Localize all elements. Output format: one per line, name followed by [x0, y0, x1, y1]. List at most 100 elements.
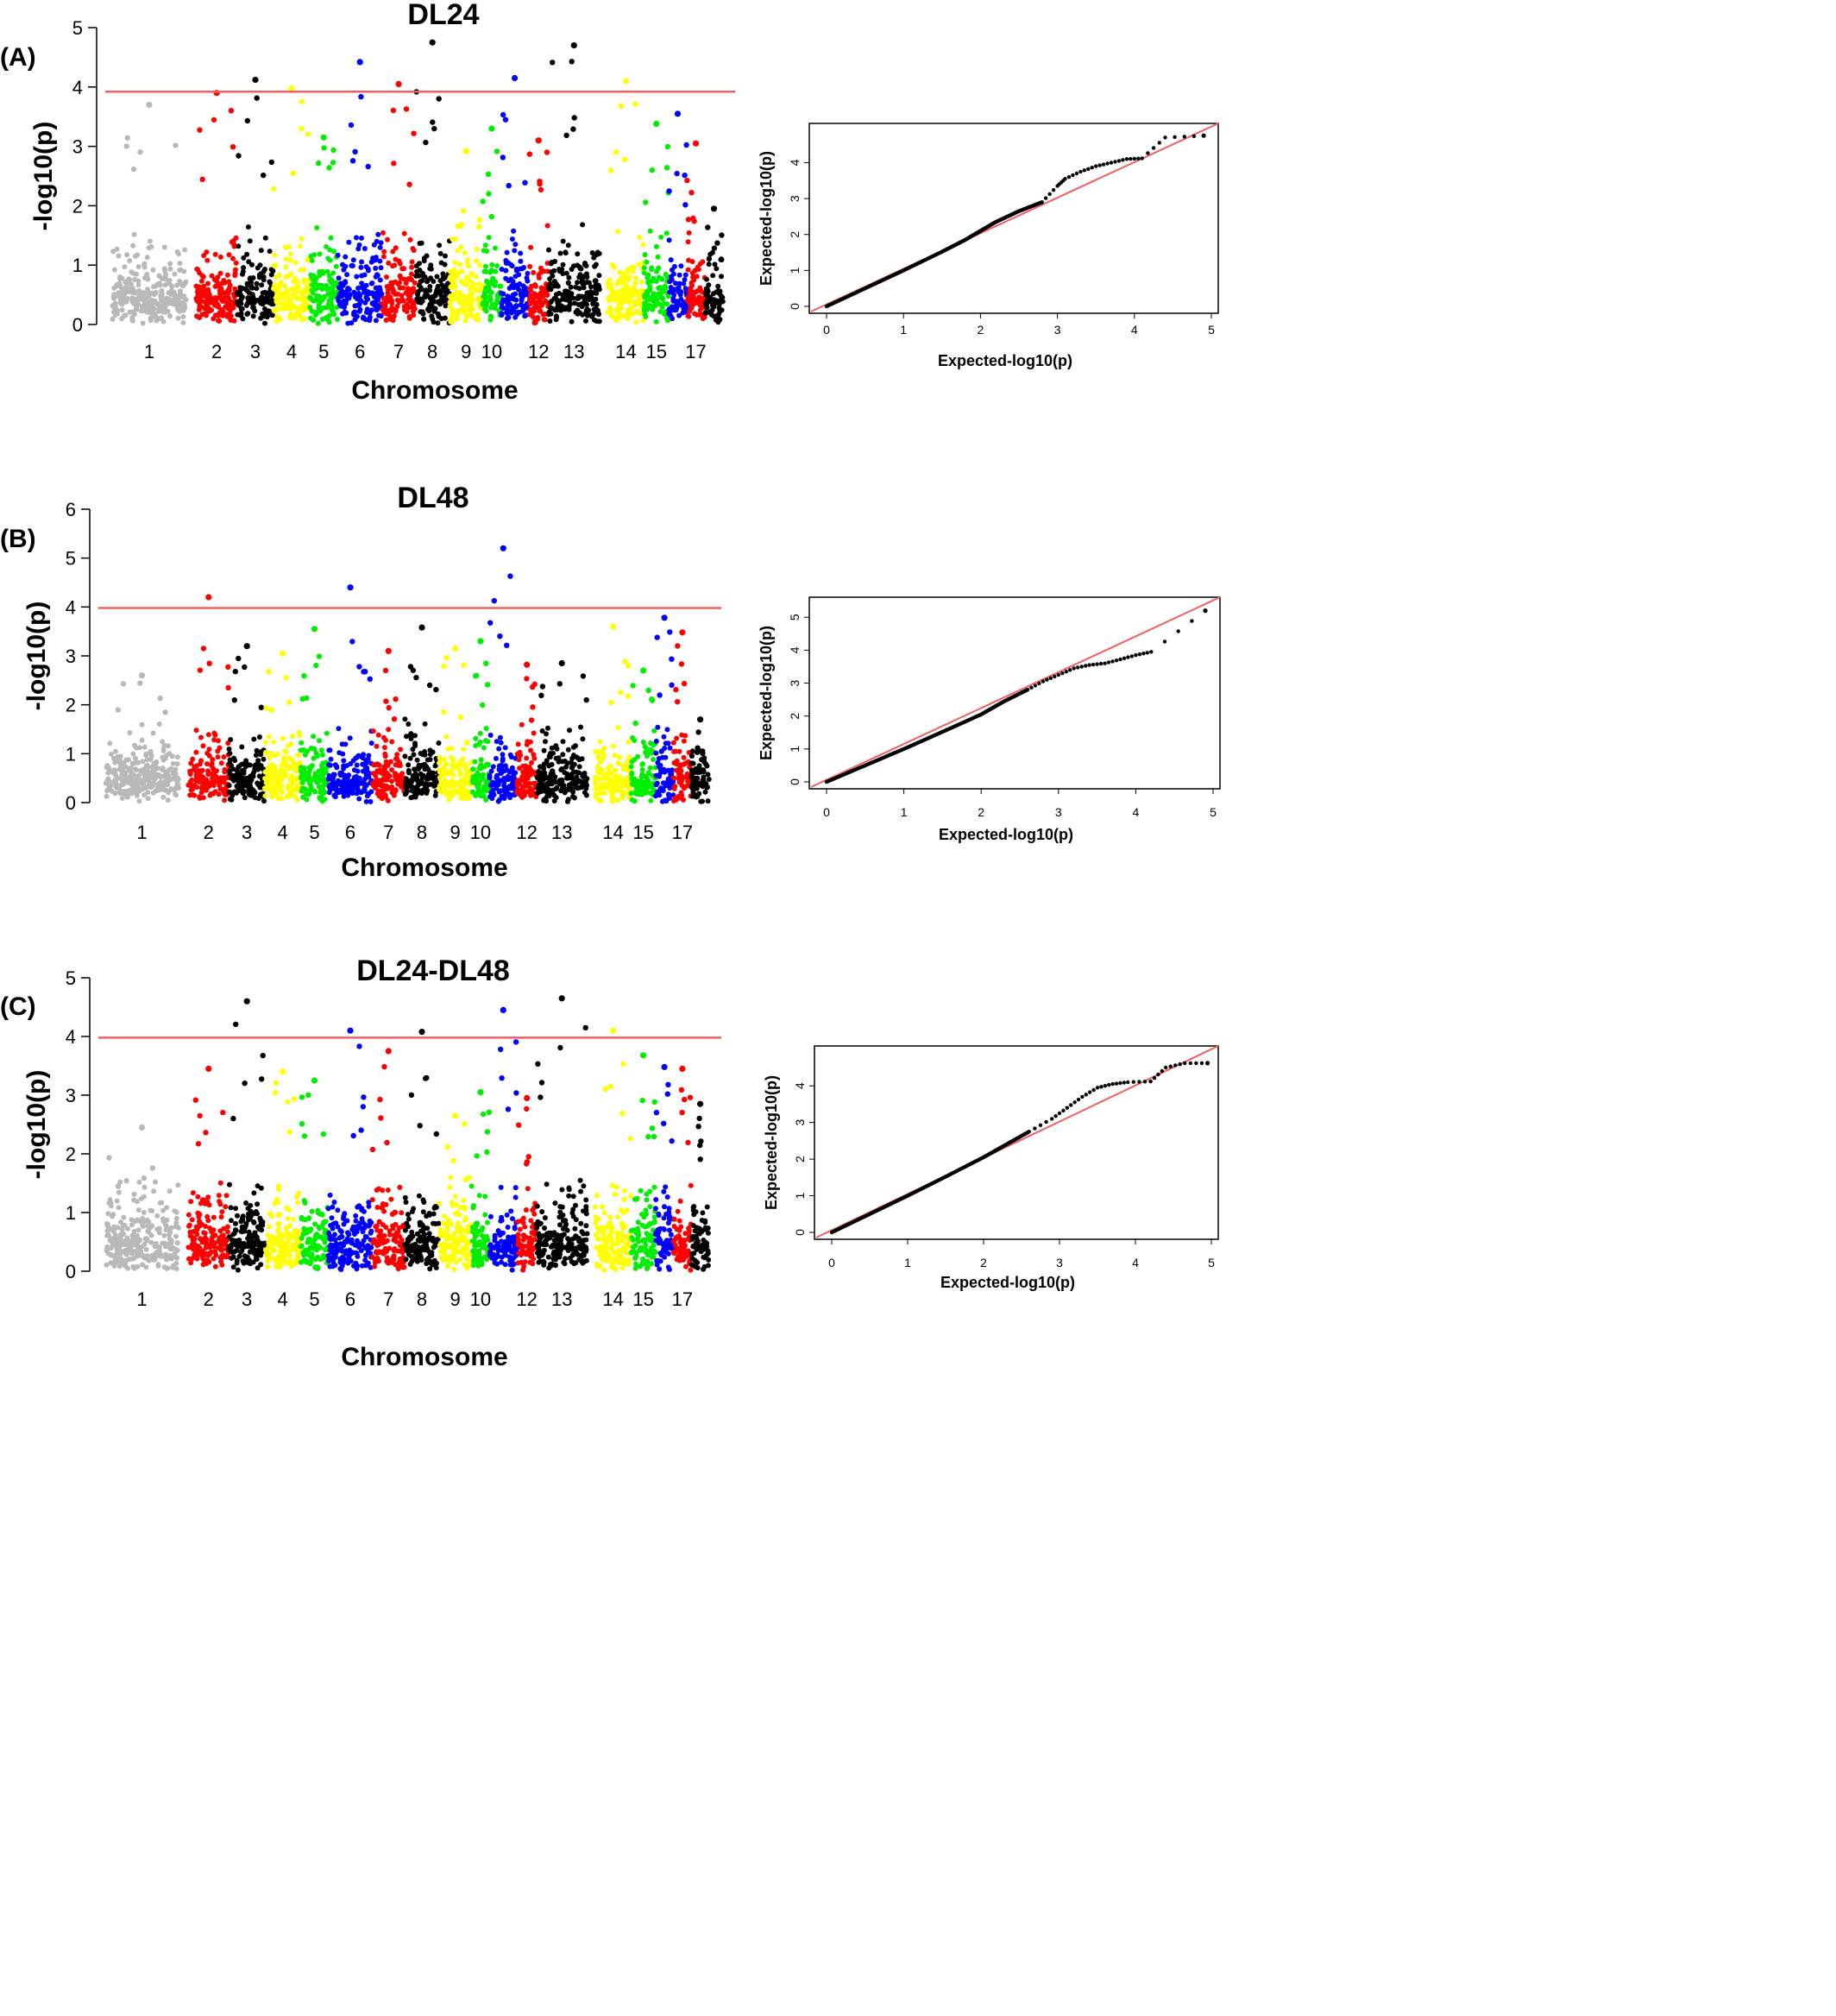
snp-point: [576, 764, 582, 770]
snp-point: [627, 309, 633, 315]
snp-point: [511, 228, 517, 234]
snp-point: [504, 315, 510, 321]
snp-point: [506, 182, 512, 189]
snp-point: [229, 239, 235, 245]
snp-point: [486, 235, 492, 241]
panel-title: DL48: [397, 482, 468, 514]
snp-point: [329, 302, 335, 308]
snp-point: [113, 748, 118, 754]
snp-point: [541, 747, 547, 753]
snp-point: [400, 285, 406, 291]
snp-point: [399, 266, 406, 272]
chromosome-tick-label: 14: [615, 341, 636, 362]
snp-point: [414, 757, 420, 763]
snp-point: [139, 721, 145, 728]
snp-point: [363, 294, 369, 300]
snp-point: [233, 260, 239, 266]
snp-point: [130, 166, 137, 173]
snp-point: [261, 274, 267, 280]
snp-point: [675, 643, 681, 649]
snp-point: [305, 791, 311, 797]
snp-point: [144, 762, 150, 768]
snp-point: [258, 763, 264, 769]
snp-point: [556, 681, 563, 687]
snp-point: [647, 228, 653, 234]
snp-point: [288, 251, 293, 257]
snp-point: [111, 267, 117, 273]
snp-point: [129, 318, 135, 324]
snp-point: [368, 798, 374, 804]
snp-point: [180, 314, 186, 319]
snp-point: [226, 252, 232, 258]
snp-point: [167, 751, 173, 757]
snp-point: [293, 284, 299, 290]
qq-point: [1105, 161, 1110, 166]
snp-point: [667, 629, 673, 635]
snp-point: [129, 290, 135, 295]
manhattan-ylabel: -log10(p): [22, 602, 51, 711]
snp-point: [115, 707, 122, 713]
snp-point: [127, 775, 133, 781]
snp-point: [248, 298, 254, 304]
snp-point: [348, 761, 354, 766]
snp-point: [206, 308, 212, 314]
snp-point: [607, 305, 613, 311]
snp-point: [589, 313, 594, 319]
snp-point: [671, 263, 677, 269]
snp-point: [399, 293, 405, 299]
snp-point: [519, 266, 525, 272]
qq-point: [1136, 156, 1141, 161]
snp-point: [401, 304, 407, 310]
snp-point: [431, 770, 436, 776]
snp-point: [193, 773, 199, 779]
snp-point: [483, 726, 489, 732]
snp-point: [558, 767, 564, 772]
snp-point: [266, 734, 272, 740]
snp-point: [494, 755, 499, 761]
snp-point: [512, 248, 518, 254]
snp-point: [375, 293, 381, 299]
snp-point: [383, 698, 389, 704]
snp-point: [141, 744, 148, 750]
snp-point: [337, 302, 343, 308]
snp-point: [542, 317, 548, 323]
snp-point: [324, 287, 330, 293]
snp-point: [369, 300, 375, 306]
snp-point: [204, 257, 211, 263]
snp-point: [593, 785, 599, 791]
snp-point: [462, 318, 468, 324]
snp-point: [619, 287, 626, 293]
snp-point: [227, 315, 233, 320]
snp-point: [307, 294, 313, 300]
snp-point: [593, 775, 599, 781]
top-hit-point: [653, 120, 660, 128]
snp-point: [382, 765, 388, 772]
snp-point: [250, 275, 256, 280]
snp-point: [519, 293, 525, 299]
snp-point: [265, 765, 271, 772]
qq-point: [1132, 156, 1137, 161]
snp-point: [453, 290, 459, 296]
snp-point: [325, 291, 331, 297]
snp-point: [481, 745, 487, 751]
snp-point: [607, 167, 614, 173]
snp-point: [141, 262, 147, 268]
snp-point: [390, 107, 397, 114]
snp-point: [580, 673, 587, 679]
snp-point: [458, 244, 464, 250]
snp-point: [234, 783, 240, 789]
snp-point: [339, 741, 345, 747]
snp-point: [494, 785, 500, 791]
snp-point: [200, 795, 206, 801]
snp-point: [617, 754, 623, 760]
snp-point: [189, 777, 195, 783]
snp-point: [288, 311, 293, 317]
snp-point: [425, 306, 431, 312]
snp-point: [263, 749, 268, 755]
snp-point: [412, 790, 418, 796]
snp-point: [322, 769, 328, 775]
snp-point: [544, 149, 550, 155]
snp-point: [373, 255, 379, 261]
snp-point: [633, 789, 639, 795]
snp-point: [661, 766, 667, 772]
